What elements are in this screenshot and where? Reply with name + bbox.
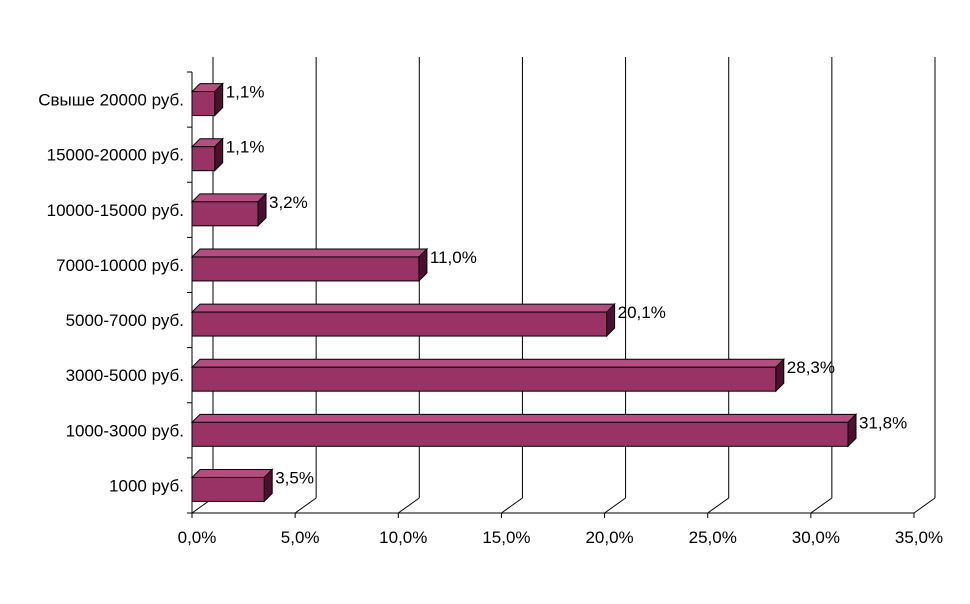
x-tick-label: 25,0% [689,528,737,547]
data-label: 1,1% [226,83,265,102]
category-label: 3000-5000 руб. [66,366,184,385]
floor-gridline [810,497,833,514]
bar-top-face [190,468,274,478]
floor-gridline [707,497,730,514]
bar [191,146,216,172]
data-label: 31,8% [859,413,907,432]
data-label: 3,5% [275,468,314,487]
bar [191,91,216,117]
bar [191,366,777,392]
bar-top-face [190,193,268,203]
category-label: 15000-20000 руб. [47,146,184,165]
category-label: 7000-10000 руб. [56,256,184,275]
data-label: 1,1% [226,138,265,157]
bar-top-face [190,303,616,313]
category-label: 1000-3000 руб. [66,421,184,440]
bar-top-face [190,248,429,258]
labels: 0,0% 5,0% 10,0% 15,0% 20,0% 25,0% 30,0% 35,0% Св… [38,83,943,547]
data-label: 28,3% [787,358,835,377]
x-tick-label: 10,0% [379,528,427,547]
data-label: 11,0% [430,248,477,267]
bar [191,421,849,447]
data-label: 3,2% [269,193,308,212]
floor-gridline [913,497,936,514]
floor-gridline [501,497,523,514]
bar [191,476,265,502]
bar [191,311,608,337]
x-tick-label: 5,0% [281,528,320,547]
category-label: Свыше 20000 руб. [38,91,184,110]
data-label: 20,1% [618,303,666,322]
category-label: 10000-15000 руб. [47,201,184,220]
x-tick-label: 30,0% [792,528,840,547]
floor-gridline [604,497,626,514]
category-label: 1000 руб. [109,476,184,495]
x-tick-label: 20,0% [585,528,633,547]
bar-top-face [190,358,785,368]
bars [190,82,858,503]
x-tick-label: 0,0% [178,528,217,547]
floor-gridline [397,497,420,514]
axes [187,71,915,518]
x-tick-label: 35,0% [895,528,943,547]
bar [191,201,259,227]
bar-top-face [190,413,858,423]
category-label: 5000-7000 руб. [66,311,184,330]
bar [191,256,420,282]
x-tick-label: 15,0% [482,528,530,547]
floor-gridline [294,497,317,514]
